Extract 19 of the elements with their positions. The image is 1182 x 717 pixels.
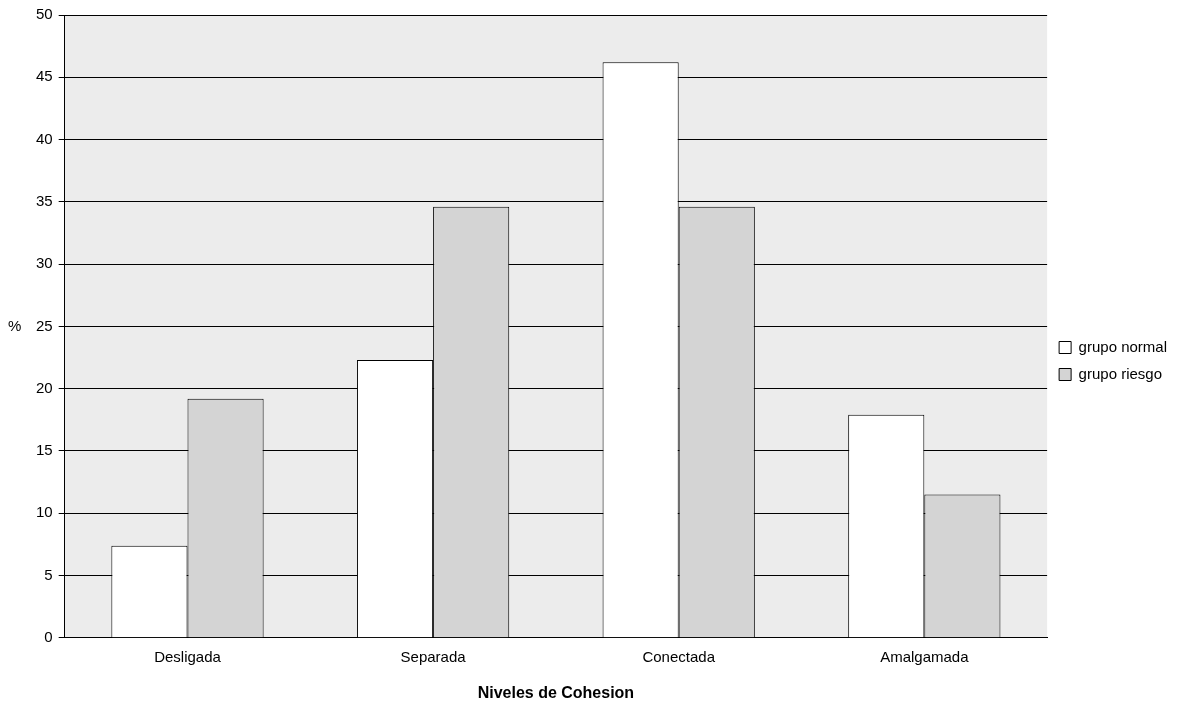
x-tick-label: Conectada: [642, 647, 716, 665]
y-tick-label: 40: [36, 129, 53, 147]
y-tick-label: 5: [44, 565, 53, 583]
y-tick-label: 35: [36, 191, 53, 209]
y-tick-label: 0: [44, 627, 53, 645]
y-tick-label: 50: [36, 5, 53, 23]
x-tick-label: Separada: [400, 647, 467, 665]
y-tick-label: 20: [36, 378, 53, 396]
x-tick-label: Amalgamada: [880, 647, 970, 665]
legend-label: grupo riesgo: [1078, 364, 1163, 382]
y-tick-label: 10: [36, 503, 53, 521]
y-tick-label: 30: [36, 254, 53, 272]
y-tick-label: 15: [36, 441, 53, 459]
y-axis-title: %: [8, 316, 22, 334]
legend-label: grupo normal: [1078, 337, 1168, 355]
y-tick-label: 45: [36, 67, 53, 85]
x-axis-title: Niveles de Cohesion: [477, 683, 635, 701]
x-tick-label: Desligada: [154, 647, 222, 665]
y-tick-label: 25: [36, 316, 53, 334]
